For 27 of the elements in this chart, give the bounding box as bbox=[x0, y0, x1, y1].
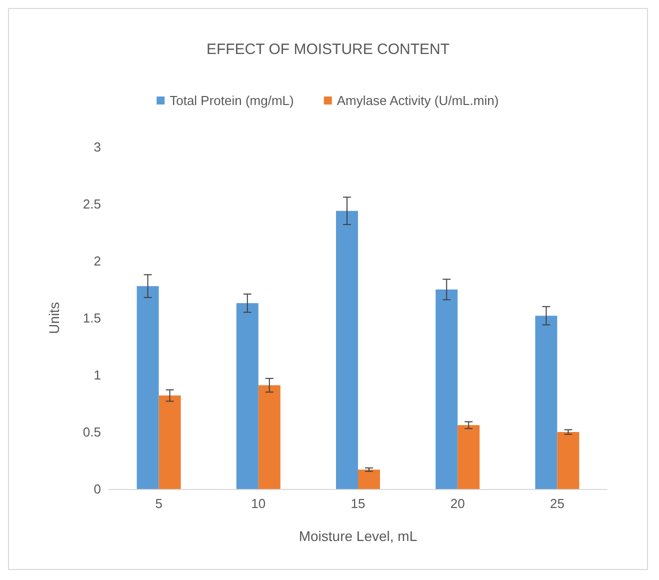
x-tick-label: 15 bbox=[350, 496, 366, 511]
x-tick-label: 10 bbox=[251, 496, 266, 511]
y-tick-label: 1 bbox=[94, 368, 101, 382]
y-tick-label: 2.5 bbox=[82, 196, 101, 212]
y-tick-label: 3 bbox=[94, 140, 101, 154]
bar bbox=[136, 286, 159, 489]
bar bbox=[258, 385, 280, 489]
x-tick-label: 25 bbox=[550, 496, 564, 511]
y-tick-label: 0 bbox=[94, 482, 101, 496]
bar bbox=[535, 316, 558, 489]
y-tick-label: 0.5 bbox=[82, 424, 101, 440]
x-axis-title: Moisture Level, mL bbox=[298, 528, 418, 544]
bar bbox=[458, 425, 480, 489]
y-tick-label: 1.5 bbox=[82, 310, 101, 326]
chart-title: EFFECT OF MOISTURE CONTENT bbox=[206, 41, 450, 58]
bar bbox=[436, 290, 458, 489]
bar bbox=[557, 432, 580, 489]
x-tick-label: 20 bbox=[450, 496, 465, 511]
bar bbox=[158, 396, 181, 489]
legend-label: Amylase Activity (U/mL.min) bbox=[336, 93, 499, 108]
legend-label: Total Protein (mg/mL) bbox=[170, 93, 294, 108]
y-tick-label: 2 bbox=[94, 254, 101, 268]
bar bbox=[358, 470, 380, 489]
bar bbox=[336, 210, 358, 489]
bar bbox=[236, 303, 258, 489]
y-axis-title: Units bbox=[46, 302, 62, 334]
x-tick-label: 5 bbox=[155, 496, 162, 511]
